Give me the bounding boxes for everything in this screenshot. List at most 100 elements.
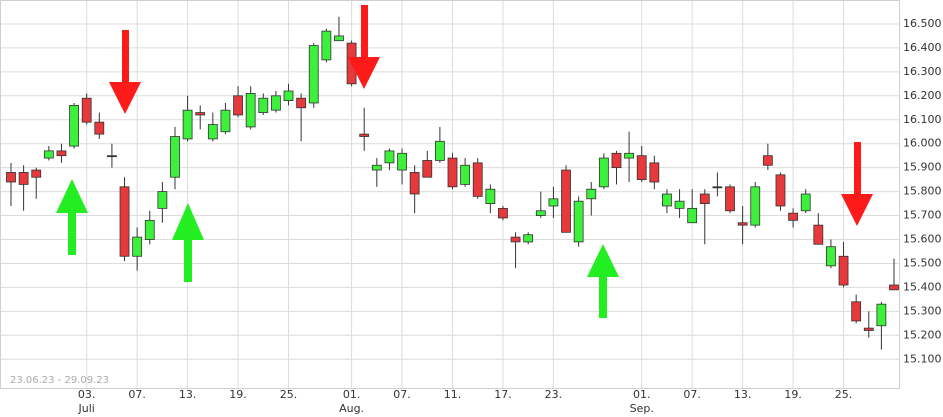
candle-body bbox=[384, 150, 395, 164]
candle-body bbox=[636, 155, 647, 181]
x-tick-label: 01. bbox=[343, 388, 361, 401]
candle-body bbox=[283, 90, 294, 101]
candle-body bbox=[889, 284, 899, 291]
candle-body bbox=[359, 133, 370, 137]
candle-body bbox=[573, 200, 584, 243]
candle-body bbox=[119, 186, 130, 257]
candle-body bbox=[712, 186, 723, 189]
x-tick-label: 25. bbox=[835, 388, 853, 401]
x-tick-label: 17. bbox=[494, 388, 512, 401]
y-tick-label: 16.400 bbox=[903, 41, 942, 54]
y-tick-label: 16.300 bbox=[903, 65, 942, 78]
signal-arrows bbox=[56, 5, 873, 318]
candle-body bbox=[144, 219, 155, 240]
y-tick-label: 16.100 bbox=[903, 113, 942, 126]
candle-body bbox=[94, 121, 105, 135]
x-month-label: Aug. bbox=[339, 402, 364, 415]
candle-body bbox=[586, 188, 597, 200]
sell-arrow bbox=[348, 5, 380, 89]
candle-body bbox=[662, 193, 672, 207]
candle-body bbox=[270, 95, 281, 111]
x-tick-label: 03. bbox=[78, 388, 96, 401]
x-tick-label: 23. bbox=[545, 388, 563, 401]
buy-arrow bbox=[172, 203, 204, 282]
candle-body bbox=[624, 152, 634, 159]
candle-body bbox=[826, 246, 836, 267]
buy-arrow bbox=[587, 244, 619, 318]
sell-arrow bbox=[841, 142, 873, 226]
date-range: 23.06.23 - 29.09.23 bbox=[10, 375, 109, 386]
candle-body bbox=[233, 95, 243, 116]
candle-body bbox=[308, 45, 319, 104]
candle-body bbox=[838, 255, 849, 286]
candle-body bbox=[737, 222, 748, 226]
candle-body bbox=[472, 162, 483, 197]
y-tick-label: 16.200 bbox=[903, 89, 942, 102]
y-tick-label: 15.400 bbox=[903, 280, 942, 293]
candle-body bbox=[6, 172, 16, 183]
candle-body bbox=[460, 164, 471, 185]
candle-body bbox=[876, 303, 887, 327]
candle-body bbox=[725, 186, 735, 212]
candle-body bbox=[561, 169, 571, 233]
y-tick-label: 15.800 bbox=[903, 185, 942, 198]
x-tick-label: 07. bbox=[128, 388, 146, 401]
y-tick-label: 16.000 bbox=[903, 137, 942, 150]
x-tick-label: 13. bbox=[179, 388, 197, 401]
candle-body bbox=[132, 236, 143, 257]
buy-arrow bbox=[56, 179, 88, 255]
candle-body bbox=[321, 30, 332, 61]
candle-body bbox=[598, 157, 609, 188]
candle-body bbox=[182, 109, 193, 140]
x-tick-label: 13. bbox=[734, 388, 752, 401]
candle-body bbox=[334, 35, 344, 42]
y-tick-label: 15.700 bbox=[903, 209, 942, 222]
candle-body bbox=[220, 109, 231, 133]
candle-body bbox=[434, 140, 445, 161]
candle-body bbox=[800, 193, 811, 212]
candle-body bbox=[548, 198, 559, 207]
candle-body bbox=[56, 150, 67, 157]
candle-body bbox=[258, 97, 269, 113]
x-tick-label: 25. bbox=[280, 388, 298, 401]
candle-body bbox=[535, 210, 546, 216]
candle-body bbox=[207, 124, 218, 140]
candle-body bbox=[775, 174, 786, 207]
x-month-label: Juli bbox=[78, 402, 95, 415]
candle-body bbox=[750, 186, 761, 226]
x-tick-label: 11. bbox=[444, 388, 462, 401]
candle-body bbox=[611, 152, 622, 169]
candle-body bbox=[409, 172, 420, 195]
candle-body bbox=[447, 157, 458, 188]
candle-body bbox=[851, 301, 862, 322]
candle-body bbox=[31, 169, 42, 178]
candle-body bbox=[245, 93, 256, 128]
candle-body bbox=[397, 152, 407, 171]
candle-body bbox=[674, 200, 685, 209]
x-tick-label: 07. bbox=[393, 388, 411, 401]
x-month-label: Sep. bbox=[630, 402, 654, 415]
candle-body bbox=[422, 160, 433, 178]
candle-body bbox=[485, 188, 496, 204]
x-tick-label: 19. bbox=[784, 388, 802, 401]
y-tick-label: 15.300 bbox=[903, 304, 942, 317]
candle-body bbox=[195, 112, 206, 116]
candle-body bbox=[813, 224, 824, 245]
candle-body bbox=[157, 191, 168, 209]
x-tick-label: 19. bbox=[229, 388, 247, 401]
y-tick-label: 15.200 bbox=[903, 328, 942, 341]
y-tick-label: 15.500 bbox=[903, 256, 942, 269]
candle-body bbox=[649, 162, 660, 183]
sell-arrow bbox=[109, 30, 141, 114]
candle-body bbox=[371, 164, 382, 171]
candle-body bbox=[81, 97, 92, 123]
candle-body bbox=[43, 150, 54, 159]
candle-body bbox=[762, 155, 773, 166]
candle-body bbox=[788, 212, 798, 221]
candle-body bbox=[18, 172, 29, 185]
x-tick-label: 07. bbox=[683, 388, 701, 401]
x-tick-label: 01. bbox=[633, 388, 651, 401]
candle-body bbox=[699, 193, 710, 204]
y-tick-label: 15.100 bbox=[903, 352, 942, 365]
